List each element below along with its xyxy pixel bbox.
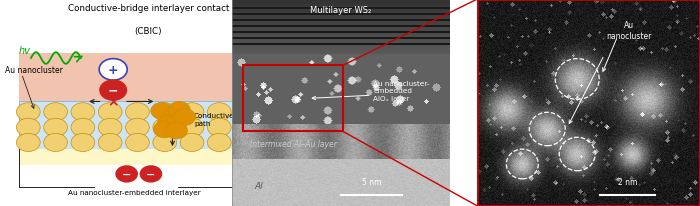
Text: 2 nm: 2 nm <box>618 178 637 186</box>
Circle shape <box>150 103 173 119</box>
Circle shape <box>71 103 94 121</box>
Circle shape <box>99 80 127 101</box>
Circle shape <box>98 119 122 137</box>
Text: Intermixed Al–Au layer: Intermixed Al–Au layer <box>250 140 337 149</box>
Text: 5 nm: 5 nm <box>361 178 381 186</box>
Circle shape <box>43 103 67 121</box>
Bar <box>244 66 343 132</box>
Text: ×: × <box>107 95 119 109</box>
Circle shape <box>207 134 231 152</box>
Circle shape <box>174 109 195 126</box>
Bar <box>19 149 256 165</box>
Circle shape <box>180 103 204 121</box>
Text: Conductive
path: Conductive path <box>194 113 234 126</box>
Circle shape <box>163 108 185 125</box>
Circle shape <box>207 103 231 121</box>
Circle shape <box>99 59 127 81</box>
Text: Au
nanocluster: Au nanocluster <box>606 21 652 41</box>
Circle shape <box>164 116 186 133</box>
Circle shape <box>153 134 176 152</box>
Circle shape <box>234 103 258 121</box>
Circle shape <box>234 134 258 152</box>
Circle shape <box>43 134 67 152</box>
Text: Au nanocluster: Au nanocluster <box>6 66 63 75</box>
Circle shape <box>168 102 190 118</box>
Circle shape <box>16 134 40 152</box>
Circle shape <box>180 134 204 152</box>
Circle shape <box>166 123 188 139</box>
Circle shape <box>125 134 149 152</box>
Circle shape <box>207 119 231 137</box>
Text: Au nanocluster-embedded interlayer: Au nanocluster-embedded interlayer <box>69 189 201 195</box>
Circle shape <box>98 103 122 121</box>
Bar <box>19 54 256 102</box>
Circle shape <box>153 122 175 138</box>
Text: −: − <box>122 169 132 179</box>
Circle shape <box>116 165 138 183</box>
Circle shape <box>180 119 204 137</box>
Text: hv: hv <box>19 46 31 55</box>
Text: Au nanocluster-
embedded
AlOₓ layer: Au nanocluster- embedded AlOₓ layer <box>374 80 430 101</box>
Circle shape <box>98 134 122 152</box>
Circle shape <box>71 134 94 152</box>
Text: Al: Al <box>254 181 262 190</box>
Text: (CBIC): (CBIC) <box>134 27 162 36</box>
Bar <box>19 102 256 149</box>
Circle shape <box>16 119 40 137</box>
Text: Multilayer WS₂: Multilayer WS₂ <box>310 6 372 15</box>
Circle shape <box>16 103 40 121</box>
Circle shape <box>125 119 149 137</box>
Text: +: + <box>108 64 118 76</box>
Circle shape <box>234 119 258 137</box>
Circle shape <box>125 103 149 121</box>
Text: −: − <box>146 169 155 179</box>
Circle shape <box>153 103 176 121</box>
Circle shape <box>139 165 162 183</box>
Text: Conductive-bridge interlayer contact: Conductive-bridge interlayer contact <box>67 4 229 13</box>
Circle shape <box>43 119 67 137</box>
Text: −: − <box>108 84 118 97</box>
Circle shape <box>71 119 94 137</box>
Circle shape <box>158 115 179 132</box>
Circle shape <box>153 119 176 137</box>
